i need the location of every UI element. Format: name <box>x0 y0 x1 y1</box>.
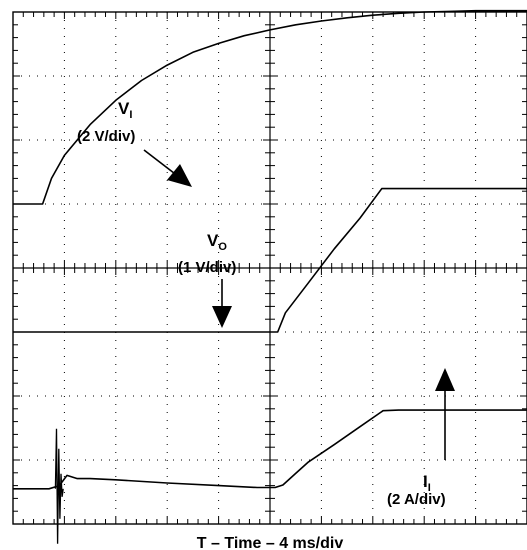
vi-scale-label: (2 V/div) <box>77 128 135 145</box>
vi-name: V <box>118 99 130 118</box>
annotation-ii: II (2 A/div) <box>387 368 455 508</box>
vi-arrow-head <box>167 164 192 187</box>
ii-label: II <box>423 472 431 494</box>
annotation-vi: VI (2 V/div) <box>77 99 192 187</box>
trace-ii <box>13 409 527 490</box>
trace-ii-ringing <box>54 428 64 544</box>
vi-label: VI <box>118 99 132 121</box>
trace-vi <box>13 9 527 205</box>
annotation-vo: VO (1 V/div) <box>178 231 236 328</box>
ii-subscript: I <box>428 482 431 494</box>
traces <box>13 9 527 544</box>
x-axis-label: T – Time – 4 ms/div <box>197 535 344 550</box>
vo-arrow-head <box>212 306 232 328</box>
vo-name: V <box>207 231 219 250</box>
trace-vo <box>13 187 527 333</box>
ii-name: I <box>423 472 428 491</box>
vo-scale-label: (1 V/div) <box>178 259 236 276</box>
vo-label: VO <box>207 231 227 253</box>
vi-subscript: I <box>129 109 132 121</box>
vo-subscript: O <box>218 241 227 253</box>
ii-arrow-head <box>435 368 455 391</box>
ii-scale-label: (2 A/div) <box>387 491 446 508</box>
graticule <box>12 11 527 525</box>
